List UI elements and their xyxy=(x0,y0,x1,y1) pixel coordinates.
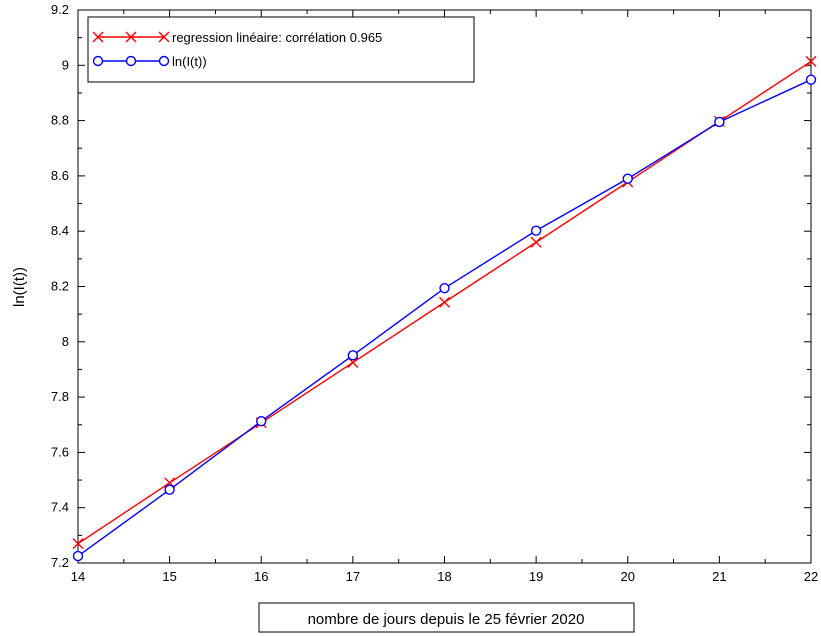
y-tick-label: 8 xyxy=(62,334,69,349)
y-tick-label: 8.8 xyxy=(51,113,69,128)
ln-i-point xyxy=(347,350,359,361)
ln-i-point xyxy=(530,225,542,236)
regression-point xyxy=(530,236,542,248)
ln-i-point xyxy=(72,550,84,562)
ln-i-point xyxy=(714,116,725,128)
regression-point xyxy=(72,538,84,550)
marker-stroke xyxy=(92,31,104,43)
x-tick-label: 22 xyxy=(804,569,818,584)
legend-label-ln-i: ln(I(t)) xyxy=(172,54,207,69)
x-axis-title-box xyxy=(258,602,635,633)
y-tick-label: 8.6 xyxy=(51,168,69,183)
x-tick-label: 17 xyxy=(346,569,360,584)
ln-i-point xyxy=(805,74,817,85)
legend-sample-ln-i xyxy=(92,55,170,67)
y-tick-label: 9.2 xyxy=(51,2,69,17)
y-tick-label: 9 xyxy=(62,57,69,72)
y-axis-title: ln(I(t)) xyxy=(11,267,28,307)
y-tick-label: 7.2 xyxy=(51,555,69,570)
legend-marker xyxy=(158,31,170,43)
x-tick-label: 18 xyxy=(437,569,451,584)
legend-label-regression: regression linéaire: corrélation 0.965 xyxy=(172,30,382,45)
ln-i-point xyxy=(256,415,267,427)
x-tick-label: 20 xyxy=(621,569,635,584)
x-tick-label: 15 xyxy=(162,569,176,584)
y-tick-label: 7.6 xyxy=(51,444,69,459)
x-tick-label: 14 xyxy=(71,569,85,584)
regression-point xyxy=(805,55,817,67)
ln-i-point xyxy=(439,282,450,294)
regression-point xyxy=(439,296,450,308)
x-axis-title: nombre de jours depuis le 25 février 202… xyxy=(308,611,585,628)
ln-i-point xyxy=(622,173,633,184)
marker-stroke xyxy=(439,296,450,308)
legend-marker xyxy=(125,31,137,43)
marker-stroke xyxy=(125,31,137,43)
ticks-layer: 14 15 16 17 18 19 20 21 22 7.2 7.4 7.6 7.8 8 8.2 8.4 8.6… xyxy=(51,2,818,584)
legend-marker xyxy=(125,55,137,67)
x-tick-label: 16 xyxy=(254,569,268,584)
marker-stroke xyxy=(805,55,817,67)
y-tick-label: 7.4 xyxy=(51,500,69,515)
legend-sample-regression xyxy=(92,31,170,43)
marker-stroke xyxy=(72,538,84,550)
legend: regression linéaire: corrélation 0.965 l… xyxy=(87,16,475,83)
y-tick-label: 7.8 xyxy=(51,389,69,404)
ln-i-point xyxy=(164,484,175,495)
y-tick-label: 8.4 xyxy=(51,223,69,238)
series-layer xyxy=(72,55,817,562)
x-axis-title-group: nombre de jours depuis le 25 février 202… xyxy=(258,602,635,633)
y-tick-label: 8.2 xyxy=(51,279,69,294)
legend-marker xyxy=(158,55,170,67)
legend-marker xyxy=(92,31,104,43)
legend-marker xyxy=(92,55,104,67)
legend-box xyxy=(87,16,475,83)
x-tick-label: 21 xyxy=(712,569,726,584)
marker-stroke xyxy=(530,236,542,248)
marker-stroke xyxy=(158,31,170,43)
x-tick-label: 19 xyxy=(529,569,543,584)
